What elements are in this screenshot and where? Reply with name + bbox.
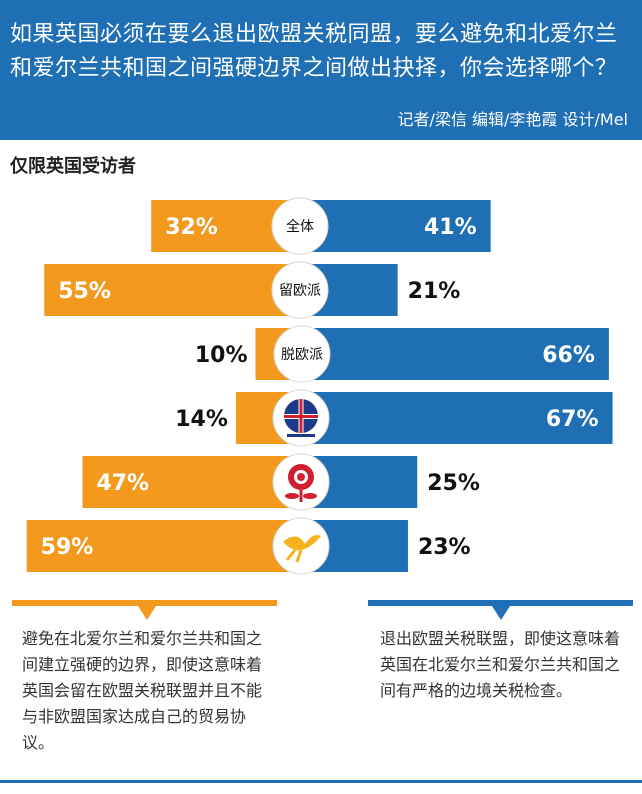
left-legend-pointer (138, 606, 156, 620)
bar-left-4 (82, 456, 301, 508)
bar-left-5 (26, 520, 302, 572)
right-value-label-2: 66% (542, 343, 595, 368)
category-label-2: 脱欧派 (281, 347, 323, 363)
right-legend-pointer (492, 606, 510, 620)
bar-right-2 (302, 328, 609, 380)
page-title: 如果英国必须在要么退出欧盟关税同盟，要么避免和北爱尔兰和爱尔兰共和国之间强硬边界… (10, 22, 618, 81)
conservative-logo-red-v (299, 399, 303, 433)
left-value-label-1: 55% (58, 279, 111, 304)
left-legend-line (12, 600, 277, 606)
left-value-label-5: 59% (41, 535, 94, 560)
left-legend-text: 避免在北爱尔兰和爱尔兰共和国之间建立强硬的边界，即使这意味着英国会留在欧盟关税联… (22, 629, 263, 752)
right-value-label-4: 25% (427, 471, 480, 496)
bar-right-0 (300, 200, 491, 252)
libdem-bird-tail (285, 549, 303, 563)
right-value-label-1: 21% (408, 279, 461, 304)
right-value-label-0: 41% (424, 215, 477, 240)
chart-subtitle: 仅限英国受访者 (10, 156, 136, 177)
bottom-rule (0, 780, 642, 783)
bar-right-3 (301, 392, 613, 444)
category-label-1: 留欧派 (279, 283, 321, 299)
header-banner: 如果英国必须在要么退出欧盟关税同盟，要么避免和北爱尔兰和爱尔兰共和国之间强硬边界… (0, 0, 642, 140)
libdem-bird-icon (283, 535, 321, 551)
right-value-label-3: 67% (546, 407, 599, 432)
left-value-label-4: 47% (96, 471, 149, 496)
right-legend-line (368, 600, 633, 606)
diverging-bar-chart: 32% 41% 全体 55% 21% 留欧派 10% 66% 脱欧派 14% 67% 47% 25% 59… (26, 197, 613, 575)
category-label-0: 全体 (286, 218, 314, 235)
left-value-label-3: 14% (175, 407, 228, 432)
category-circle-0 (271, 197, 329, 255)
labour-rose-leaf-right (303, 493, 317, 499)
bar-left-1 (44, 264, 300, 316)
right-value-label-5: 23% (418, 535, 471, 560)
labour-rose-leaf-left (285, 493, 299, 499)
conservative-logo-base (287, 434, 315, 437)
right-legend-text: 退出欧盟关税联盟，即使这意味着英国在北爱尔兰和爱尔兰共和国之间有严格的边境关税检… (380, 629, 621, 700)
category-circle-2 (273, 325, 331, 383)
credits: 记者/梁信 编辑/李艳霞 设计/Mel (397, 110, 628, 129)
legend-pointers (138, 606, 510, 620)
left-value-label-0: 32% (165, 215, 218, 240)
labour-rose-core (297, 473, 305, 481)
left-value-label-2: 10% (195, 343, 248, 368)
category-circle-1 (271, 261, 329, 319)
